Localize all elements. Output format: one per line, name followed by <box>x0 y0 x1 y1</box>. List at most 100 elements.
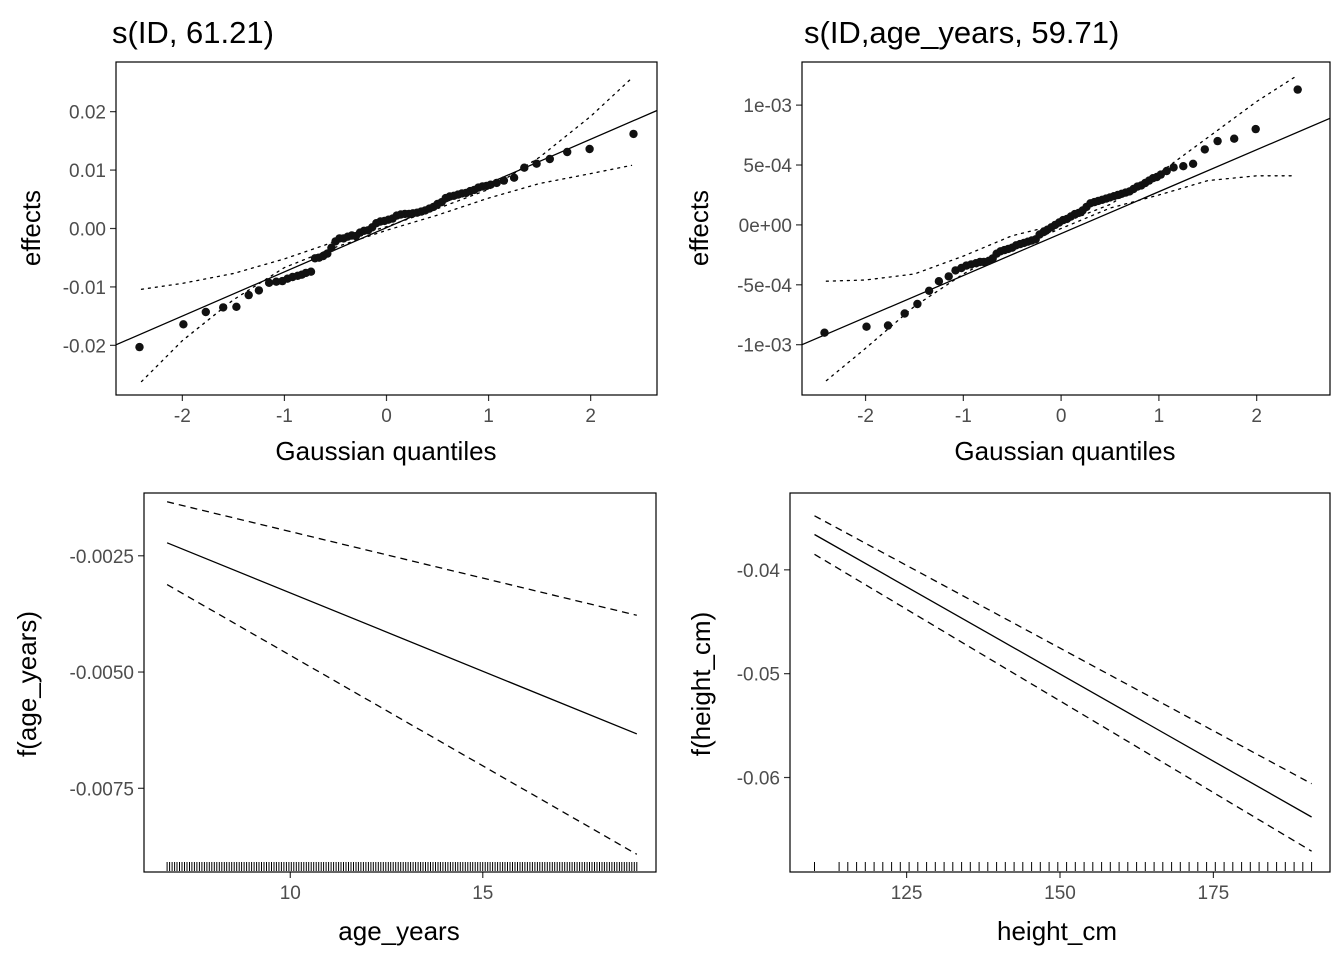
data-point <box>232 302 241 311</box>
x-tick-label: -2 <box>857 406 874 427</box>
y-tick-label: -0.04 <box>737 561 781 582</box>
y-tick-label: -0.05 <box>737 665 780 686</box>
smooth-line <box>166 542 638 735</box>
plot-area: -2 -1 0 1 2 -1e-03 -5e-04 0e+00 5e-04 1e-03 <box>737 61 1331 427</box>
y-tick-label: -0.0075 <box>70 779 134 800</box>
y-tick-label: 0.01 <box>69 161 106 182</box>
data-point <box>272 277 281 286</box>
data-point <box>924 286 934 295</box>
x-tick-label: 1 <box>483 406 494 427</box>
data-point <box>264 278 274 287</box>
data-point <box>509 173 519 182</box>
x-axis-label: Gaussian quantiles <box>954 436 1175 466</box>
x-tick-label: 1 <box>1154 406 1165 427</box>
confidence-band-upper <box>825 75 1297 282</box>
y-tick-label: -0.0025 <box>70 547 134 568</box>
y-tick-label: 5e-04 <box>743 156 792 177</box>
data-point <box>1213 136 1222 146</box>
data-point <box>1162 166 1171 176</box>
data-point <box>1200 145 1210 154</box>
x-axis-label: Gaussian quantiles <box>275 436 496 466</box>
x-axis-label: height_cm <box>997 916 1117 946</box>
y-axis-label: effects <box>16 190 46 266</box>
data-point <box>913 299 922 309</box>
y-tick-label: -0.06 <box>737 769 780 790</box>
y-tick-label: -1e-03 <box>737 336 792 357</box>
y-tick-label: 1e-03 <box>743 96 792 117</box>
panel-title: s(ID,age_years, 59.71) <box>804 15 1119 50</box>
x-tick-label: -1 <box>276 406 293 427</box>
y-tick-label: 0e+00 <box>739 216 792 237</box>
panel-qq-id: s(ID, 61.21) Gaussian quantiles effects … <box>16 15 658 466</box>
x-tick-label: -1 <box>955 406 972 427</box>
confidence-band-upper <box>140 77 633 290</box>
data-point <box>944 272 953 281</box>
x-tick-label: 0 <box>1056 406 1067 427</box>
confidence-band-upper <box>166 501 637 616</box>
data-point <box>179 320 188 329</box>
x-tick-label: 0 <box>381 406 392 427</box>
y-tick-label: -5e-04 <box>737 276 792 297</box>
data-point <box>135 342 144 352</box>
panel-qq-id-age: s(ID,age_years, 59.71) Gaussian quantile… <box>684 15 1331 466</box>
y-axis-label: f(age_years) <box>12 611 42 757</box>
y-tick-label: 0.02 <box>69 103 106 124</box>
panel-border <box>143 492 657 873</box>
data-point <box>520 163 529 172</box>
x-tick-label: 150 <box>1044 883 1076 904</box>
data-point <box>563 147 572 157</box>
data-point <box>492 178 501 188</box>
reference-line <box>802 117 1330 346</box>
panel-border <box>801 61 1331 396</box>
y-tick-label: -0.02 <box>63 336 106 357</box>
plot-area: 125 150 175 -0.04 -0.05 -0.06 <box>737 492 1331 904</box>
panel-border <box>789 492 1331 873</box>
panel-height-smooth: height_cm f(height_cm) 125 150 175 -0.04 -0.… <box>686 492 1331 946</box>
x-tick-label: 125 <box>891 883 923 904</box>
data-point <box>323 249 332 258</box>
data-point <box>585 144 594 154</box>
confidence-band-lower <box>140 164 633 383</box>
x-tick-label: 15 <box>472 883 493 904</box>
plot-area: 10 15 -0.0025 -0.0050 -0.0075 <box>70 492 657 904</box>
data-point <box>1169 163 1178 172</box>
data-point <box>862 322 871 331</box>
data-point <box>219 303 228 312</box>
smooth-line <box>814 533 1312 818</box>
plot-area: -2 -1 0 1 2 -0.02 -0.01 0.00 0.01 0.02 <box>63 61 658 427</box>
data-point <box>934 277 944 286</box>
data-point <box>629 129 638 139</box>
y-tick-label: 0.00 <box>69 220 106 241</box>
confidence-band-upper <box>814 515 1312 785</box>
y-tick-label: -0.0050 <box>70 663 134 684</box>
data-point <box>201 307 210 317</box>
confidence-band-lower <box>166 584 638 855</box>
x-tick-label: 2 <box>1251 406 1262 427</box>
data-point <box>254 286 264 295</box>
data-point <box>545 154 554 164</box>
y-axis-label: f(height_cm) <box>686 612 716 757</box>
x-axis-label: age_years <box>338 916 459 946</box>
panel-border <box>115 61 658 396</box>
x-tick-label: 2 <box>585 406 596 427</box>
data-point <box>1188 159 1198 168</box>
data-point <box>1293 85 1302 94</box>
data-point <box>1179 162 1188 171</box>
data-point <box>900 309 909 318</box>
y-tick-label: -0.01 <box>63 278 106 299</box>
data-point <box>820 328 829 337</box>
data-point <box>532 159 541 168</box>
data-point <box>883 321 893 330</box>
confidence-band-lower <box>825 175 1297 382</box>
y-axis-label: effects <box>684 190 714 266</box>
data-point <box>499 176 509 185</box>
data-point <box>244 290 253 300</box>
panel-age-smooth: age_years f(age_years) 10 15 -0.0025 -0.005… <box>12 492 657 946</box>
x-tick-label: -2 <box>174 406 191 427</box>
data-point <box>306 267 316 276</box>
data-point <box>1251 124 1260 134</box>
x-tick-label: 10 <box>280 883 301 904</box>
data-point <box>1230 134 1239 143</box>
x-tick-label: 175 <box>1198 883 1230 904</box>
